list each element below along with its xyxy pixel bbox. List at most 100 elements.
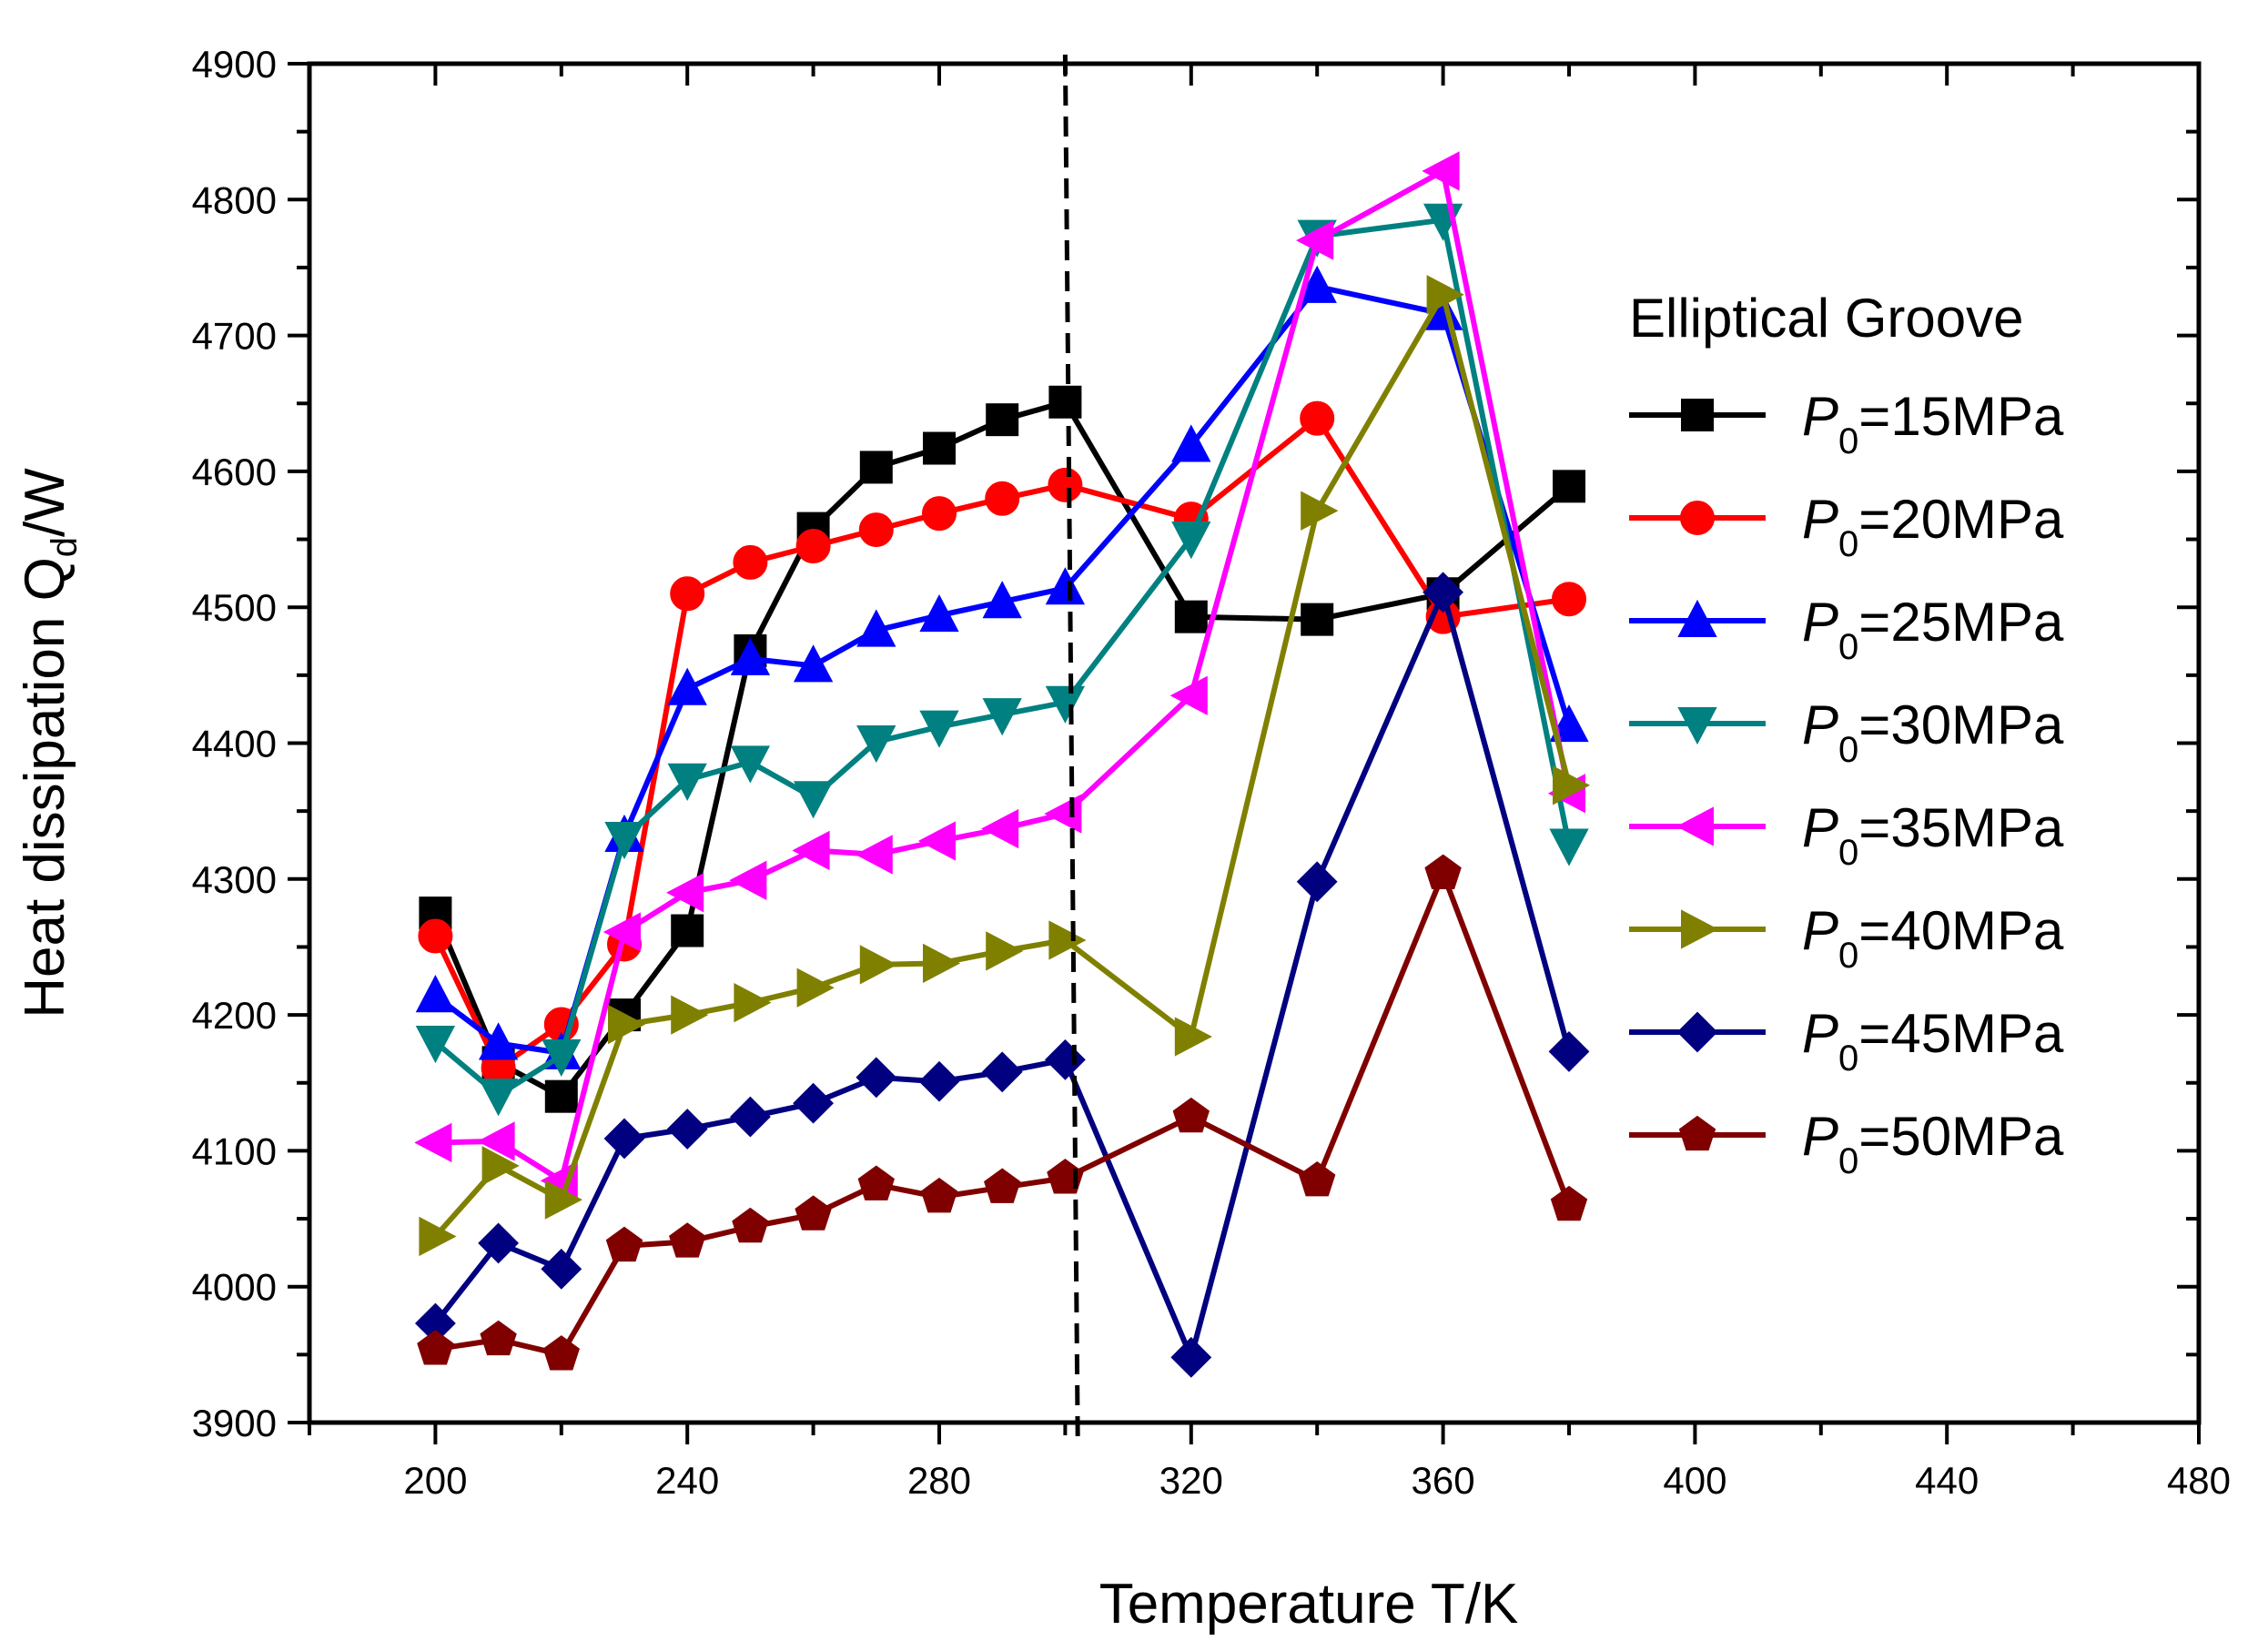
y-tick-label: 4600 (192, 451, 277, 493)
x-tick-label: 240 (655, 1459, 719, 1502)
data-point (415, 975, 456, 1013)
data-point (418, 918, 453, 954)
data-point (856, 725, 896, 764)
data-point (666, 1109, 708, 1150)
legend-item-5: P0=35MPa (1629, 797, 2064, 873)
y-tick-label: 4100 (192, 1129, 277, 1172)
data-point (480, 1320, 517, 1356)
data-point (417, 1330, 454, 1365)
data-point (478, 1022, 519, 1060)
axes: 200 240 280 320 360 400 440 480 3900 4000 4100 4200… (14, 43, 2231, 1636)
legend-label: P0=20MPa (1802, 489, 2064, 564)
y-tick-label: 4800 (192, 178, 277, 221)
x-axis-title: Temperature T/K (1099, 1573, 1519, 1636)
data-point (1301, 603, 1334, 636)
data-point (604, 822, 644, 860)
data-point (1297, 265, 1337, 303)
x-tick-label: 480 (2167, 1459, 2231, 1502)
data-point (1553, 470, 1585, 503)
y-tick-label: 4500 (192, 586, 277, 629)
x-tick-label: 320 (1159, 1459, 1223, 1502)
data-point (793, 781, 834, 819)
legend-label: P0=40MPa (1802, 900, 2064, 976)
data-point (1169, 675, 1208, 715)
data-point (985, 481, 1020, 516)
x-tick-label: 280 (907, 1459, 971, 1502)
data-point (859, 945, 897, 985)
legend-label: P0=15MPa (1802, 386, 2064, 461)
reference-dashed-line (1062, 54, 1080, 1443)
series-line (433, 217, 1572, 1099)
data-point (1170, 1336, 1212, 1378)
legend-label: P0=25MPa (1802, 592, 2064, 667)
data-point (1552, 582, 1586, 617)
data-point (1296, 220, 1334, 260)
data-point (856, 609, 896, 647)
data-point (855, 835, 893, 875)
data-point (919, 710, 959, 748)
data-point (541, 1248, 582, 1290)
data-point (1549, 828, 1589, 866)
data-point (730, 637, 771, 675)
series-7 (414, 572, 1590, 1378)
data-point (919, 594, 959, 633)
legend-item-3: P0=25MPa (1629, 592, 2064, 667)
data-point (1171, 424, 1211, 462)
legend-item-7: P0=45MPa (1629, 1003, 2064, 1079)
data-point (917, 821, 956, 861)
data-point (1044, 1038, 1086, 1080)
legend-marker (1676, 1011, 1718, 1053)
legend-item-2: P0=20MPa (1629, 489, 2064, 564)
legend-marker (1681, 399, 1714, 431)
legend: Elliptical Groove P0=15MPa P0=20MPa P0=25MP… (1629, 288, 2064, 1181)
data-point (1301, 491, 1339, 531)
data-point (1424, 854, 1462, 890)
data-point (667, 667, 707, 705)
data-point (729, 1096, 771, 1138)
data-point (984, 1168, 1021, 1203)
data-point (478, 1079, 519, 1117)
legend-item-1: P0=15MPa (1629, 386, 2064, 461)
y-tick-label: 3900 (192, 1402, 277, 1444)
data-point (793, 1082, 835, 1124)
data-point (923, 431, 956, 465)
data-point (857, 1165, 895, 1200)
data-point (982, 581, 1022, 619)
data-point (859, 451, 893, 484)
data-point (918, 1060, 960, 1102)
data-point (542, 1335, 580, 1371)
data-point (478, 1222, 520, 1264)
data-point (419, 1216, 457, 1257)
data-point (1044, 794, 1082, 834)
data-point (986, 931, 1024, 971)
data-point (603, 1118, 645, 1160)
data-point (1171, 522, 1211, 560)
x-tick-label: 400 (1663, 1459, 1726, 1502)
y-tick-label: 4300 (192, 858, 277, 901)
legend-marker (1681, 909, 1719, 949)
y-tick-label: 4400 (192, 723, 277, 765)
y-tick-label: 4200 (192, 994, 277, 1037)
data-point (1548, 1030, 1590, 1072)
y-tick-label: 4900 (192, 43, 277, 86)
data-point (1045, 685, 1086, 724)
data-point (795, 1195, 832, 1231)
data-point (415, 1025, 456, 1064)
data-point (605, 1226, 643, 1262)
data-point (1423, 572, 1464, 613)
legend-label: P0=30MPa (1802, 694, 2064, 770)
series-6 (419, 275, 1591, 1257)
data-point (670, 576, 705, 612)
data-point (796, 967, 835, 1008)
y-tick-label: 4700 (192, 315, 277, 358)
series-8 (417, 854, 1588, 1371)
series-line (435, 167, 1572, 1184)
data-point (481, 1146, 520, 1186)
legend-label: P0=50MPa (1802, 1106, 2064, 1181)
legend-title: Elliptical Groove (1629, 288, 2024, 349)
series-line (433, 283, 1572, 1056)
data-point (608, 1004, 646, 1045)
legend-marker (1680, 501, 1715, 535)
data-point (1300, 400, 1335, 436)
data-point (920, 1177, 958, 1213)
